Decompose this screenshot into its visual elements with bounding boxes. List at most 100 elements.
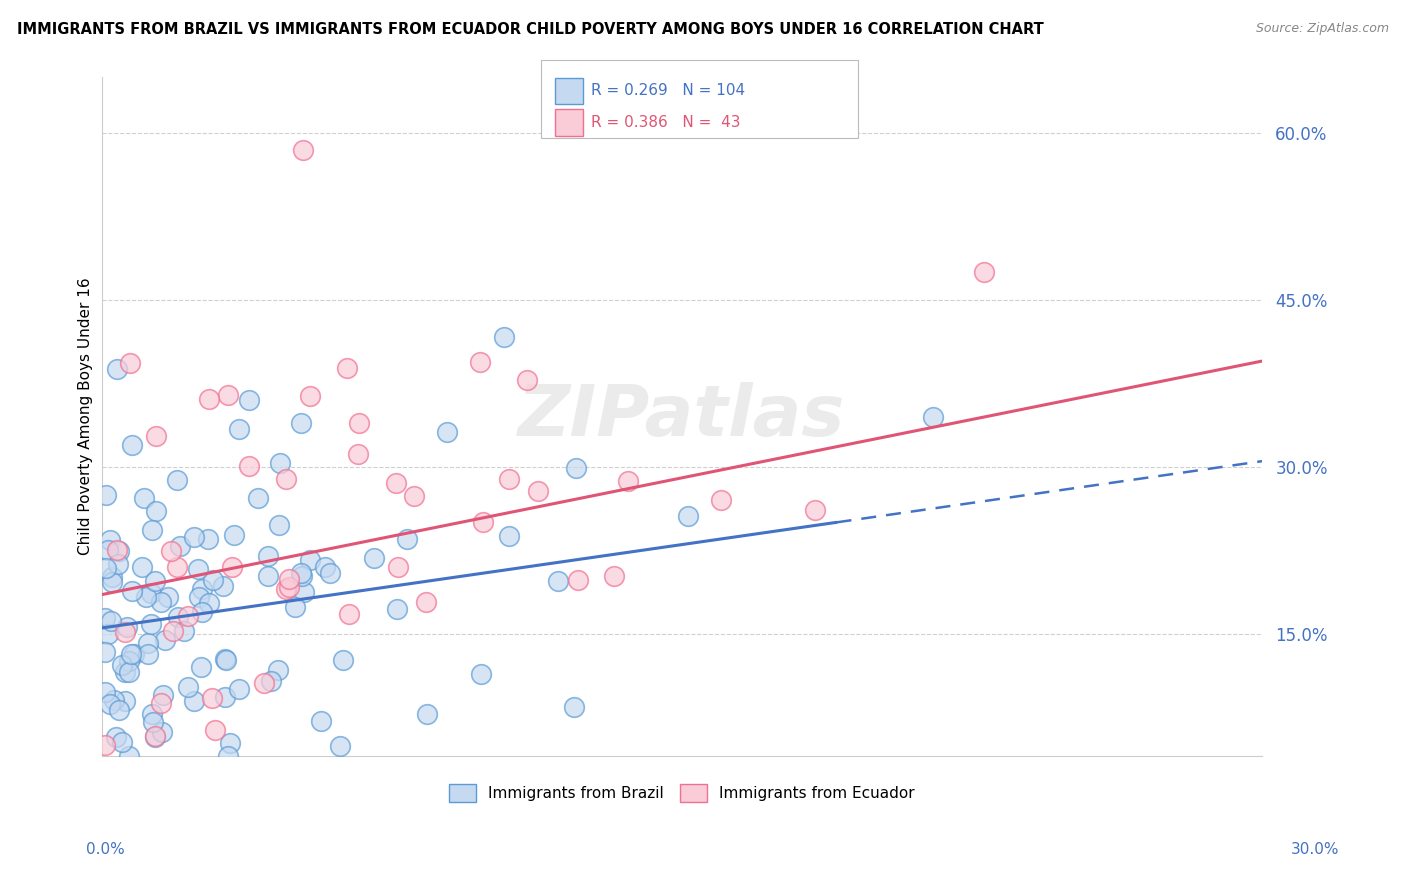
Point <box>260 673 283 688</box>
Point <box>97 543 120 558</box>
Point <box>336 361 359 376</box>
Point <box>547 574 569 588</box>
Point <box>150 725 173 739</box>
Point <box>347 416 370 430</box>
Text: 30.0%: 30.0% <box>1291 842 1339 856</box>
Point <box>617 474 640 488</box>
Point <box>173 624 195 639</box>
Point <box>114 665 136 680</box>
Point <box>214 652 236 666</box>
Point <box>222 527 245 541</box>
Point <box>498 472 520 486</box>
Point <box>167 609 190 624</box>
Point <box>177 609 200 624</box>
Point <box>202 573 225 587</box>
Point <box>103 693 125 707</box>
Point <box>253 676 276 690</box>
Point <box>190 660 212 674</box>
Point <box>100 614 122 628</box>
Point <box>152 688 174 702</box>
Point <box>309 714 332 729</box>
Point <box>141 523 163 537</box>
Point <box>804 503 827 517</box>
Point <box>436 425 458 439</box>
Point <box>108 703 131 717</box>
Point <box>494 330 516 344</box>
Point <box>107 542 129 557</box>
Point <box>290 416 312 430</box>
Point <box>118 654 141 668</box>
Point <box>387 559 409 574</box>
Point <box>134 491 156 506</box>
Point <box>498 529 520 543</box>
Point <box>150 595 173 609</box>
Point <box>329 739 352 753</box>
Point <box>115 620 138 634</box>
Point <box>169 539 191 553</box>
Point <box>567 573 589 587</box>
Point <box>97 627 120 641</box>
Text: R = 0.269   N = 104: R = 0.269 N = 104 <box>591 84 745 98</box>
Point <box>94 645 117 659</box>
Point <box>139 586 162 600</box>
Point <box>238 392 260 407</box>
Point <box>143 574 166 589</box>
Point <box>319 566 342 581</box>
Point <box>402 489 425 503</box>
Point <box>188 591 211 605</box>
Point <box>291 143 314 157</box>
Point <box>217 388 239 402</box>
Point <box>101 570 124 584</box>
Point <box>299 388 322 402</box>
Point <box>107 557 129 571</box>
Point <box>218 736 240 750</box>
Point <box>177 680 200 694</box>
Point <box>149 696 172 710</box>
Point <box>256 569 278 583</box>
Point <box>190 606 212 620</box>
Text: 0.0%: 0.0% <box>86 842 125 856</box>
Point <box>221 560 243 574</box>
Point <box>191 582 214 596</box>
Point <box>94 561 117 575</box>
Point <box>141 707 163 722</box>
Point <box>94 611 117 625</box>
Point <box>973 265 995 279</box>
Point <box>111 657 134 672</box>
Point <box>564 699 586 714</box>
Point <box>166 560 188 574</box>
Point <box>267 517 290 532</box>
Text: Source: ZipAtlas.com: Source: ZipAtlas.com <box>1256 22 1389 36</box>
Point <box>159 543 181 558</box>
Point <box>201 690 224 705</box>
Point <box>277 573 299 587</box>
Point <box>284 600 307 615</box>
Point <box>121 438 143 452</box>
Point <box>385 476 408 491</box>
Point <box>162 624 184 638</box>
Point <box>139 617 162 632</box>
Point <box>337 607 360 621</box>
Point <box>470 666 492 681</box>
Point <box>197 596 219 610</box>
Point <box>114 624 136 639</box>
Point <box>298 553 321 567</box>
Point <box>157 590 180 604</box>
Point <box>922 409 945 424</box>
Point <box>121 583 143 598</box>
Point <box>204 723 226 737</box>
Point <box>471 515 494 529</box>
Text: ZIPatlas: ZIPatlas <box>519 382 845 451</box>
Point <box>96 488 118 502</box>
Point <box>228 422 250 436</box>
Point <box>276 582 298 596</box>
Point <box>145 729 167 743</box>
Point <box>238 458 260 473</box>
Point <box>105 361 128 376</box>
Point <box>120 356 142 370</box>
Point <box>678 508 700 523</box>
Point <box>108 543 131 558</box>
Point <box>274 472 297 486</box>
Point <box>228 682 250 697</box>
Point <box>187 561 209 575</box>
